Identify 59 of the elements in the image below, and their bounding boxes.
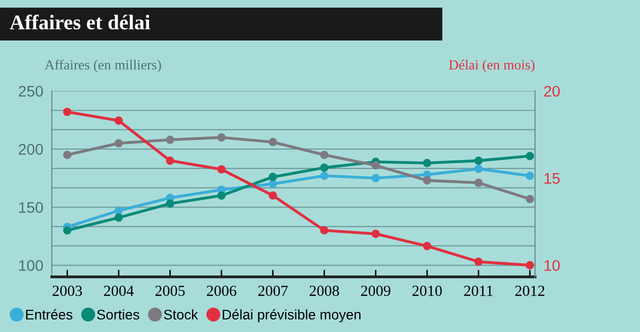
point <box>268 191 278 200</box>
point <box>474 156 483 165</box>
x-tick-label: 2009 <box>361 286 390 296</box>
point <box>114 213 123 222</box>
point <box>217 165 226 174</box>
point <box>63 108 72 116</box>
point <box>166 156 174 165</box>
point <box>422 176 432 185</box>
x-tick-label: 2011 <box>464 286 493 296</box>
point <box>166 200 174 208</box>
point <box>526 152 534 160</box>
point <box>474 164 483 173</box>
y-axis-title: Affaires (en milliers) <box>44 60 161 72</box>
y-tick-label: 100 <box>19 260 43 271</box>
point <box>217 133 226 142</box>
y2-axis-title: Délai (en mois) <box>449 60 534 72</box>
y-tick-label: 150 <box>19 202 43 213</box>
point <box>526 261 534 270</box>
point <box>268 180 278 188</box>
point <box>474 178 483 187</box>
legend-label: Stock <box>164 309 198 320</box>
point <box>114 116 123 125</box>
x-tick-label: 2006 <box>206 286 236 296</box>
point <box>422 242 432 250</box>
point <box>217 191 226 200</box>
y2-tick-label: 10 <box>544 260 560 271</box>
legend-label: Sorties <box>97 309 140 320</box>
point <box>63 150 72 160</box>
y2-tick-label: 20 <box>544 86 560 97</box>
y-tick-label: 200 <box>18 144 43 155</box>
x-tick-label: 2005 <box>155 286 185 296</box>
point <box>372 174 380 182</box>
y-tick-label: 250 <box>18 86 43 97</box>
point <box>526 172 534 180</box>
point <box>320 172 328 180</box>
point <box>268 172 278 182</box>
point <box>63 226 72 235</box>
point <box>320 226 328 235</box>
point <box>526 194 534 204</box>
x-tick-label: 2010 <box>412 286 442 296</box>
point <box>268 138 278 146</box>
x-tick-label: 2008 <box>310 286 339 296</box>
y2-tick-label: 15 <box>544 173 560 184</box>
x-tick-label: 2004 <box>104 286 134 296</box>
x-tick-label: 2007 <box>258 286 288 296</box>
x-tick-label: 2003 <box>52 286 82 296</box>
point <box>114 139 123 148</box>
x-tick-label: 2012 <box>515 286 544 296</box>
legend-label: Délai prévisible moyen <box>222 309 360 322</box>
point <box>320 163 328 172</box>
point <box>372 230 380 238</box>
point <box>372 161 380 170</box>
point <box>166 136 174 144</box>
legend-label: Entrées <box>26 309 72 320</box>
point <box>474 258 483 266</box>
chart-title: Affaires et délai <box>10 14 150 30</box>
point <box>114 206 123 215</box>
point <box>320 150 328 160</box>
point <box>422 158 432 168</box>
